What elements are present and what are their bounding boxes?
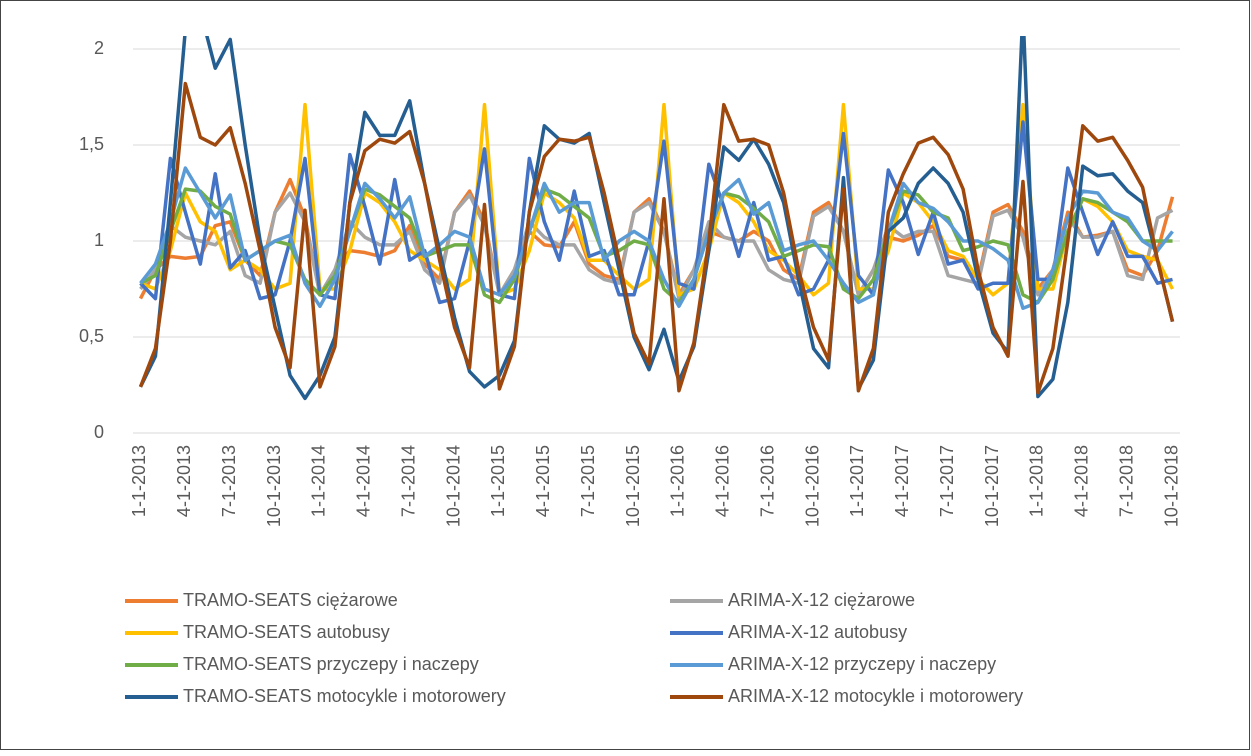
- x-tick-label: 10-1-2014: [443, 445, 463, 527]
- x-tick-label: 7-1-2013: [219, 445, 239, 517]
- y-tick-label: 1: [94, 230, 104, 250]
- y-tick-label: 0,5: [79, 326, 104, 346]
- x-tick-label: 4-1-2018: [1072, 445, 1092, 517]
- x-tick-label: 1-1-2017: [847, 445, 867, 517]
- x-tick-label: 7-1-2016: [757, 445, 777, 517]
- x-tick-label: 10-1-2015: [623, 445, 643, 527]
- series-line: [138, 81, 1175, 395]
- legend-label: TRAMO-SEATS autobusy: [183, 622, 390, 642]
- x-tick-label: 4-1-2014: [354, 445, 374, 517]
- y-tick-label: 1,5: [79, 134, 104, 154]
- plot-area: [138, 36, 1175, 401]
- legend-label: ARIMA-X-12 motocykle i motorowery: [728, 686, 1023, 706]
- x-tick-label: 7-1-2015: [578, 445, 598, 517]
- legend-label: TRAMO-SEATS motocykle i motorowery: [183, 686, 506, 706]
- x-tick-label: 4-1-2017: [892, 445, 912, 517]
- y-tick-label: 2: [94, 38, 104, 58]
- x-tick-label: 1-1-2016: [668, 445, 688, 517]
- x-tick-label: 7-1-2014: [398, 445, 418, 517]
- x-tick-label: 4-1-2013: [174, 445, 194, 517]
- legend-label: ARIMA-X-12 autobusy: [728, 622, 907, 642]
- x-tick-label: 7-1-2018: [1116, 445, 1136, 517]
- x-tick-label: 10-1-2016: [802, 445, 822, 527]
- x-tick-label: 1-1-2015: [488, 445, 508, 517]
- x-tick-label: 10-1-2017: [982, 445, 1002, 527]
- x-tick-label: 10-1-2013: [264, 445, 284, 527]
- y-tick-label: 0: [94, 422, 104, 442]
- x-tick-label: 4-1-2016: [713, 445, 733, 517]
- x-tick-label: 1-1-2014: [309, 445, 329, 517]
- legend-label: ARIMA-X-12 przyczepy i naczepy: [728, 654, 996, 674]
- series-line: [139, 191, 1174, 301]
- x-tick-label: 4-1-2015: [533, 445, 553, 517]
- legend-label: TRAMO-SEATS ciężarowe: [183, 590, 398, 610]
- legend-label: TRAMO-SEATS przyczepy i naczepy: [183, 654, 479, 674]
- x-tick-label: 10-1-2018: [1161, 445, 1181, 527]
- x-tick-label: 7-1-2017: [937, 445, 957, 517]
- x-tick-label: 1-1-2013: [129, 445, 149, 517]
- legend-label: ARIMA-X-12 ciężarowe: [728, 590, 915, 610]
- x-tick-label: 1-1-2018: [1027, 445, 1047, 517]
- series-line: [139, 120, 1173, 305]
